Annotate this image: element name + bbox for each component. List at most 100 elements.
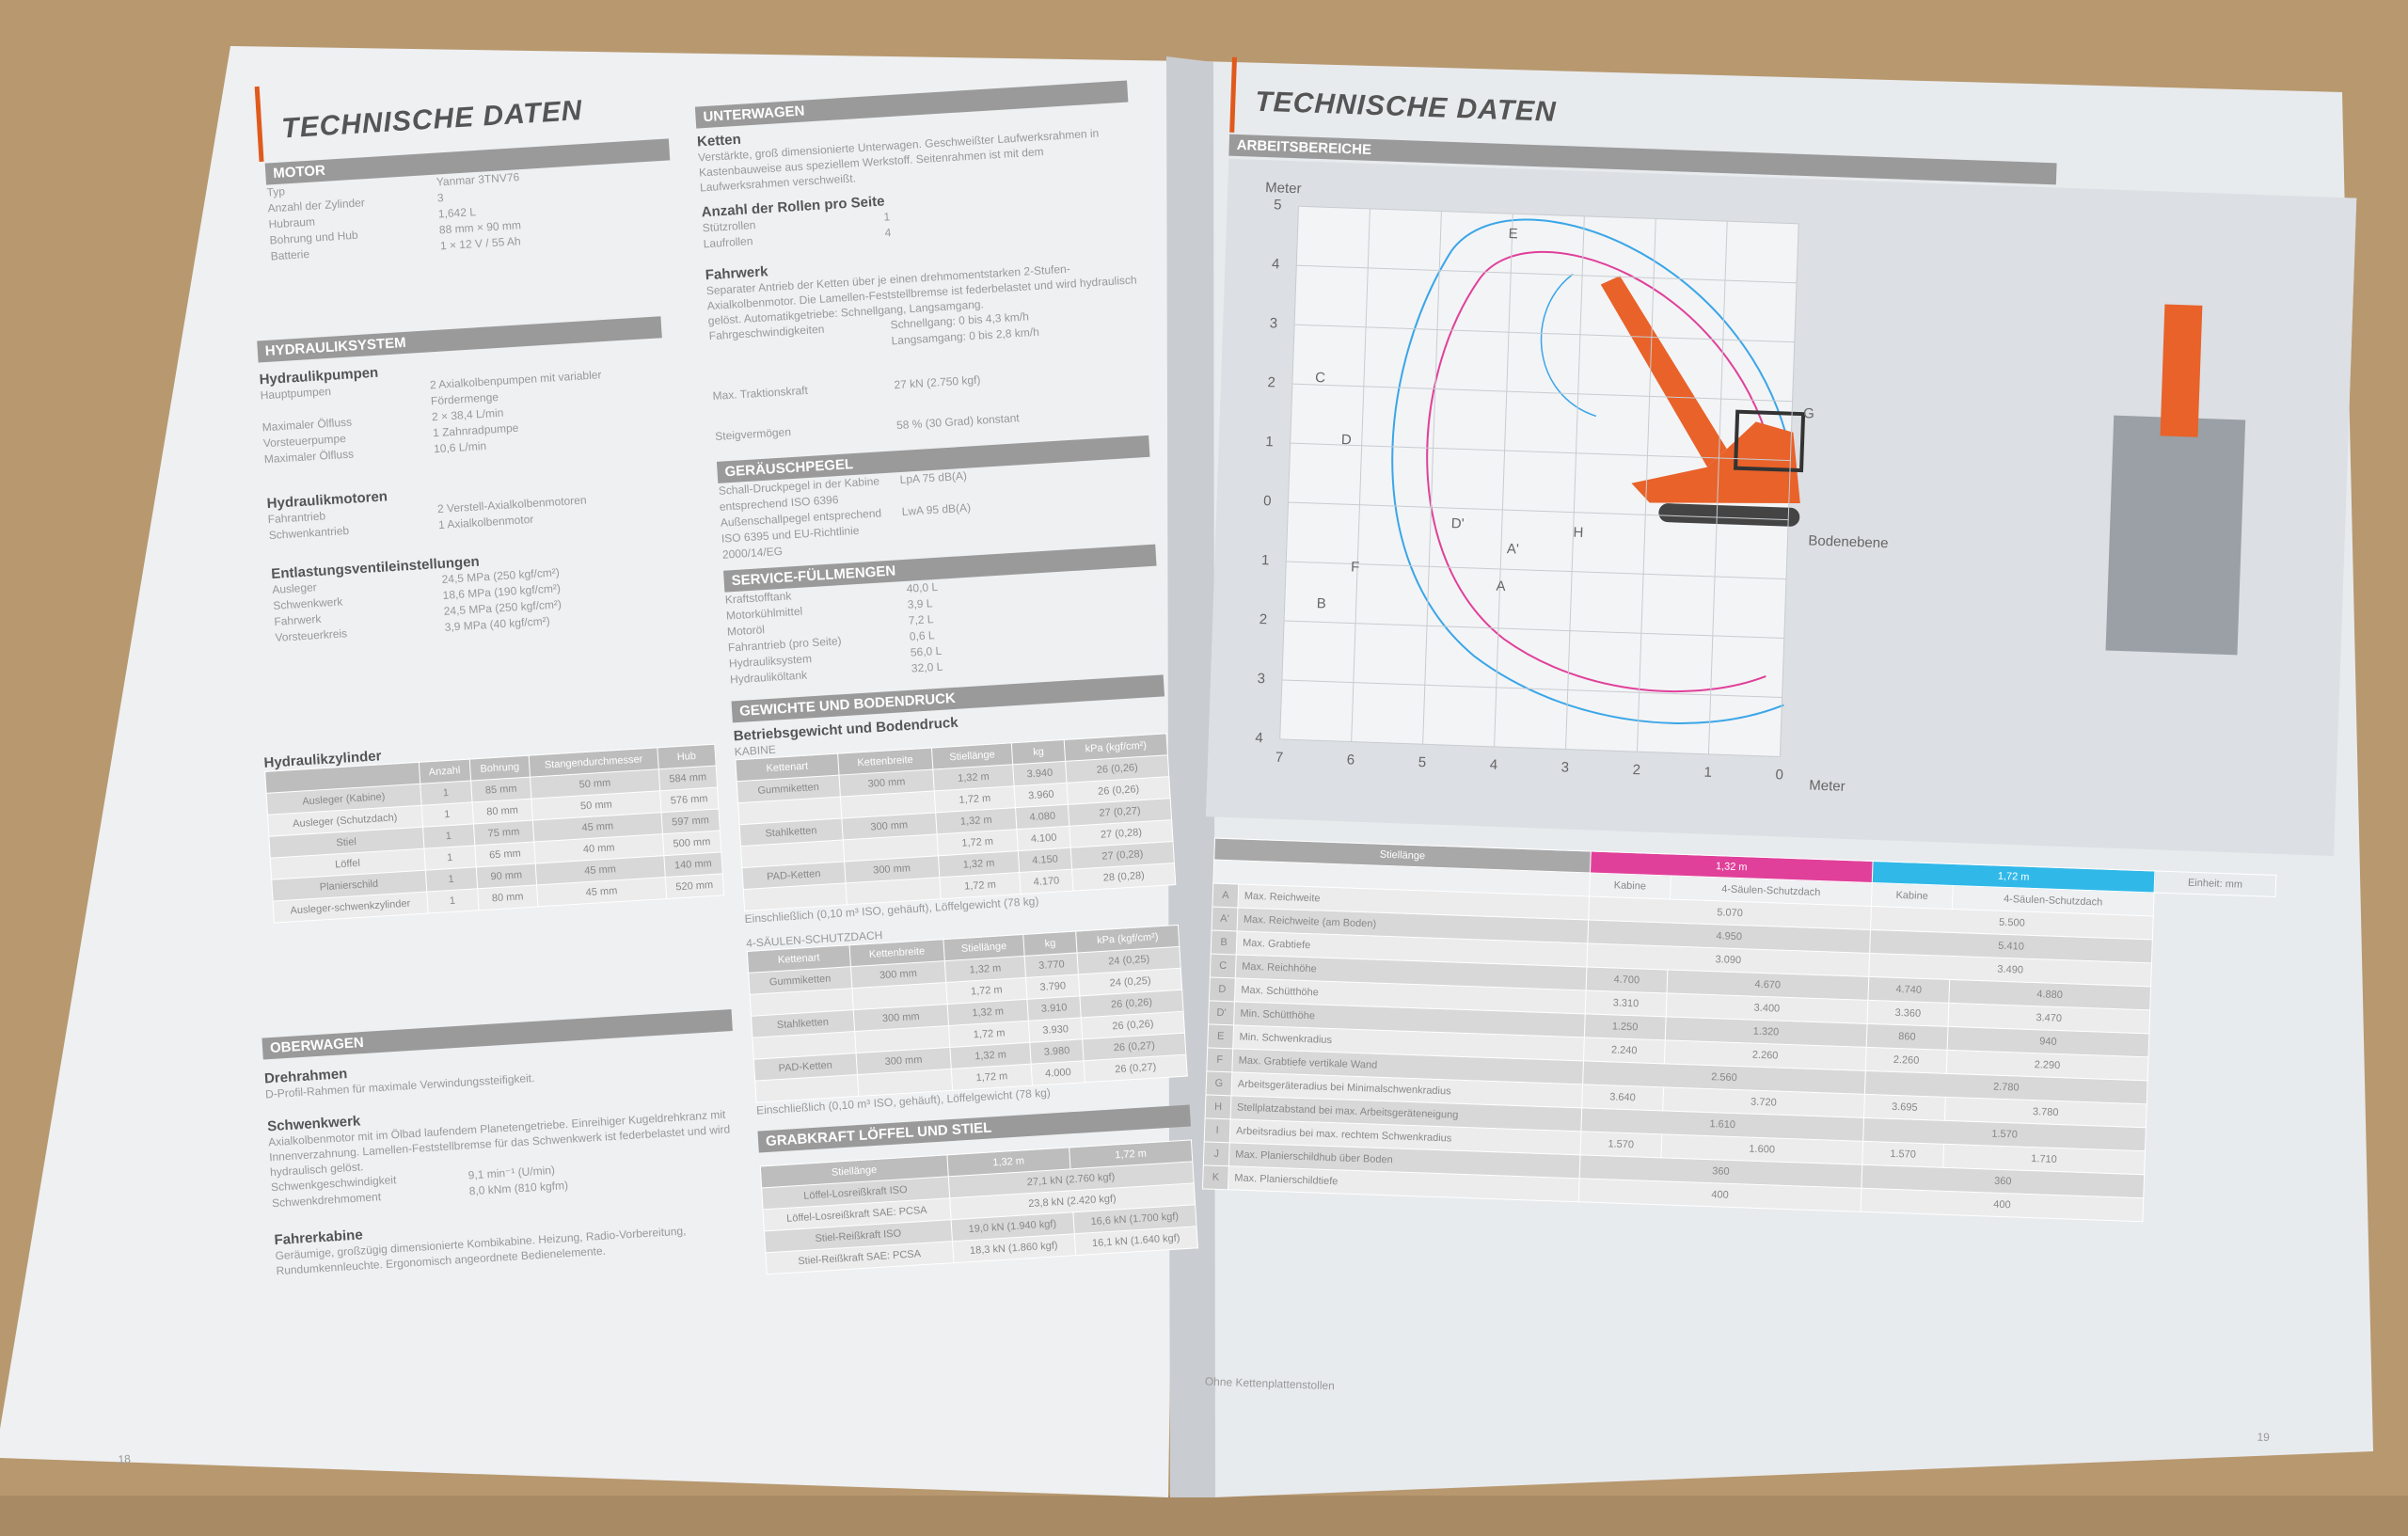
row-key: E	[1207, 1023, 1234, 1049]
dimension-letter: F	[1351, 559, 1360, 575]
table-cell: 1	[420, 781, 472, 806]
ground-label: Bodenebene	[1808, 532, 1889, 551]
dimension-letter: A'	[1507, 541, 1520, 557]
grid-line	[1636, 218, 1656, 752]
table-cell: 2.240	[1583, 1037, 1665, 1064]
y-tick-label: 2	[1267, 374, 1275, 390]
reach-curve-long	[1391, 218, 1794, 724]
table-cell: 4.700	[1586, 966, 1668, 993]
grid-line	[1279, 206, 1299, 739]
grid-line	[1779, 223, 1799, 757]
dimension-letter: C	[1315, 370, 1326, 386]
row-key: D	[1209, 976, 1236, 1002]
grid-line	[1565, 215, 1585, 750]
subheader-cell: Kabine	[1589, 873, 1671, 899]
table-cell: 1	[426, 888, 479, 914]
table-cell: 860	[1866, 1023, 1948, 1051]
bucket-curve	[1540, 273, 1597, 418]
y-tick-label: 3	[1269, 315, 1277, 331]
table-cell: 1	[423, 845, 476, 871]
table-cell: 4.080	[1015, 804, 1070, 830]
dimension-letter: E	[1508, 226, 1518, 242]
page-title: TECHNISCHE DATEN	[280, 94, 584, 145]
y-tick-label: 4	[1272, 256, 1280, 272]
spec-value: 7,2 L	[908, 612, 934, 627]
spine-shadow	[1166, 56, 1215, 1497]
front-view	[2105, 415, 2246, 656]
table-cell: 3.695	[1863, 1094, 1946, 1121]
subheader-cell: Kabine	[1871, 882, 1953, 910]
row-key: I	[1204, 1117, 1231, 1143]
table-cell: 3.940	[1012, 761, 1068, 786]
spec-value: 0,6 L	[909, 628, 935, 643]
y-axis-title: Meter	[1265, 180, 1302, 197]
grid-line	[1294, 324, 1795, 343]
dimension-letter: G	[1803, 405, 1814, 421]
grid-line	[1281, 679, 1782, 699]
spec-value: LpA 75 dB(A)	[899, 468, 968, 487]
row-key: K	[1202, 1164, 1229, 1190]
table-edge	[0, 1496, 2408, 1536]
right-page: TECHNISCHE DATEN ARBEITSBEREICHE Meter 5 4…	[1164, 56, 2379, 1488]
grid-line	[1279, 738, 1781, 757]
table-cell: 1.570	[1861, 1141, 1944, 1168]
spec-label: Steigvermögen	[714, 425, 792, 443]
y-tick-label: 2	[1259, 611, 1268, 627]
upper-section: OBERWAGEN Drehrahmen D-Profil-Rahmen für…	[261, 1009, 746, 1278]
page-title: TECHNISCHE DATEN	[1254, 86, 1558, 128]
spec-value: 3	[436, 191, 444, 205]
x-tick-label: 6	[1347, 752, 1355, 768]
hydraulic-section: HYDRAULIKSYSTEM Hydraulikpumpen Hauptpum…	[257, 316, 679, 646]
row-key: B	[1211, 929, 1238, 955]
dimension-letter: D'	[1451, 515, 1465, 531]
spec-table-wrap: Anzahl Bohrung Stangendurchmesser Hub Ausleg…	[264, 744, 724, 924]
table-cell: 4.150	[1018, 847, 1072, 873]
spec-value: 56,0 L	[910, 643, 943, 659]
table-cell: 4.740	[1867, 976, 1950, 1004]
grid-line	[1296, 264, 1797, 284]
grid-line	[1291, 383, 1793, 403]
row-key: A'	[1212, 907, 1238, 931]
row-key: F	[1206, 1047, 1233, 1072]
x-tick-label: 3	[1560, 759, 1569, 775]
table-cell: 2.260	[1865, 1047, 1947, 1074]
under-section: UNTERWAGEN Ketten Verstärkte, groß dimen…	[694, 80, 1198, 1275]
dimension-letter: B	[1316, 595, 1326, 611]
excavator-track	[1658, 503, 1800, 527]
page-number: 19	[2257, 1430, 2271, 1445]
excavator-boom	[1600, 276, 1727, 467]
grid-line	[1298, 205, 1799, 225]
table-cell: 3.360	[1867, 1000, 1949, 1027]
spec-table-wrap: Stiellänge 1,32 m 1,72 m Löffel-Losreißkraf…	[760, 1139, 1198, 1275]
grid-line	[1351, 208, 1370, 742]
grid-line	[1286, 561, 1786, 580]
header-cell: kg	[1022, 931, 1078, 957]
spec-value: 40,0 L	[906, 579, 939, 595]
table-cell: 1.250	[1584, 1013, 1666, 1040]
x-tick-label: 5	[1418, 754, 1426, 770]
x-tick-label: 1	[1703, 765, 1712, 781]
row-key: H	[1205, 1094, 1231, 1119]
table-cell: 1	[424, 866, 478, 893]
reach-curve-short	[1426, 250, 1775, 693]
spec-label: Außenschallpegel entsprechend ISO 6395 u…	[720, 506, 882, 562]
y-tick-label: 1	[1265, 434, 1274, 450]
grid-line	[1494, 214, 1513, 747]
table-cell: 3.980	[1029, 1038, 1085, 1065]
header-cell: Anzahl	[418, 759, 471, 784]
spec-table: Anzahl Bohrung Stangendurchmesser Hub Ausleg…	[264, 744, 724, 924]
spec-table: Kettenart Kettenbreite Stiellänge kg kPa (kg…	[735, 733, 1176, 911]
row-key: C	[1210, 953, 1237, 978]
spec-value: 58 % (30 Grad) konstant	[895, 411, 1021, 433]
spec-table-wrap: Kettenart Kettenbreite Stiellänge kg kPa (kg…	[747, 925, 1188, 1103]
dimension-letter: D	[1341, 432, 1353, 448]
table-cell: 80 mm	[477, 884, 539, 911]
y-tick-label: 5	[1274, 197, 1282, 213]
table-cell: 4.000	[1031, 1060, 1085, 1086]
grid-line	[1284, 620, 1784, 640]
cylinder-section: Hydraulikzylinder Anzahl Bohrung Stangendu…	[263, 728, 724, 924]
page-number: 18	[118, 1451, 132, 1466]
x-axis-title: Meter	[1809, 778, 1846, 795]
